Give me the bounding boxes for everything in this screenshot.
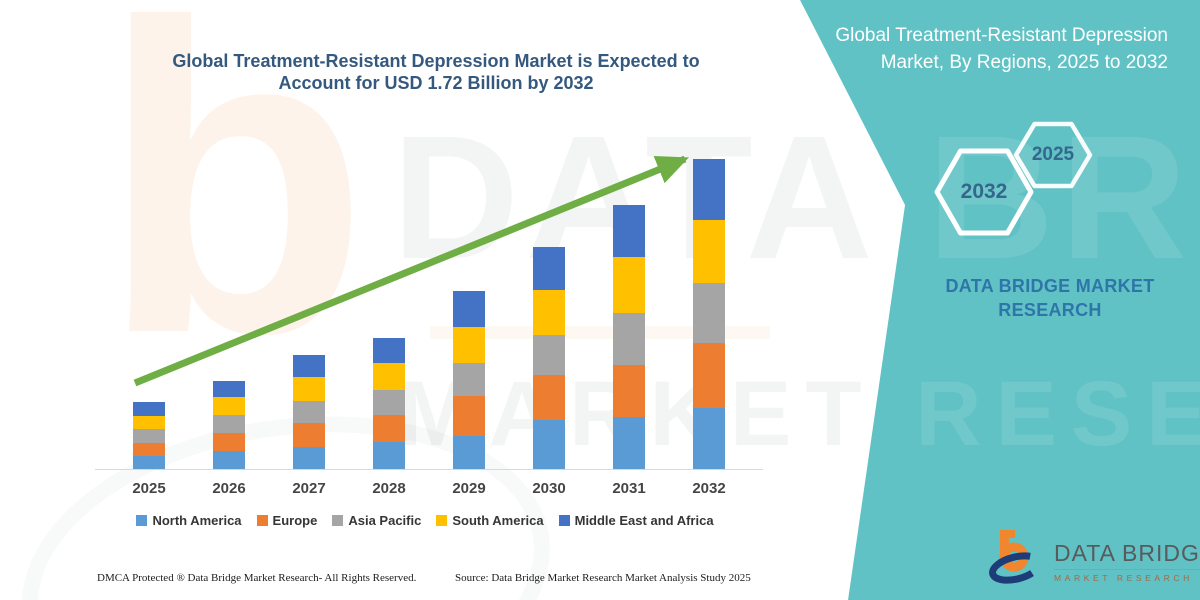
bar-2028-segment-europe xyxy=(373,415,405,442)
bar-2027 xyxy=(293,355,325,469)
bar-2028 xyxy=(373,338,405,469)
bar-2032-segment-south-america xyxy=(693,220,725,283)
legend-swatch xyxy=(558,515,570,526)
footer-dmca: DMCA Protected ® Data Bridge Market Rese… xyxy=(97,572,417,584)
bar-2030-segment-middle-east-and-africa xyxy=(533,247,565,290)
hexagon-2032-outline xyxy=(934,148,1034,236)
bar-2025-segment-asia-pacific xyxy=(133,429,165,443)
bar-2027-segment-middle-east-and-africa xyxy=(293,355,325,377)
bar-2030-segment-south-america xyxy=(533,290,565,335)
x-axis-labels: 2025 2026 2027 2028 2029 2030 2031 2032 xyxy=(95,480,755,500)
legend-label: Asia Pacific xyxy=(348,513,422,528)
bar-2027-segment-asia-pacific xyxy=(293,401,325,423)
hexagon-2032-label: 2032 xyxy=(960,180,1008,203)
legend-swatch xyxy=(136,515,148,526)
bar-2030-segment-asia-pacific xyxy=(533,335,565,375)
bar-2027-segment-north-america xyxy=(293,447,325,469)
legend-label: North America xyxy=(152,513,242,528)
bar-2027-segment-europe xyxy=(293,423,325,447)
bar-2026 xyxy=(213,381,245,469)
legend-swatch xyxy=(332,515,344,526)
brand-text: DATA BRIDGE MARKET RESEARCH xyxy=(945,276,1155,320)
logo-swoosh xyxy=(989,552,1043,584)
x-label-2025: 2025 xyxy=(132,480,166,497)
bar-2031-segment-south-america xyxy=(613,257,645,313)
bar-2026-segment-middle-east-and-africa xyxy=(213,381,245,397)
bar-2025 xyxy=(133,402,165,469)
bar-2030 xyxy=(533,247,565,469)
bar-2032-segment-asia-pacific xyxy=(693,283,725,343)
bar-2031-segment-europe xyxy=(613,365,645,417)
bar-2029-segment-asia-pacific xyxy=(453,363,485,396)
trend-arrow-line xyxy=(133,155,689,387)
plot-area xyxy=(95,138,763,470)
legend-item-south-america: South America xyxy=(436,513,544,528)
bar-2028-segment-asia-pacific xyxy=(373,390,405,415)
legend-swatch xyxy=(436,515,448,526)
legend-item-middle-east-and-africa: Middle East and Africa xyxy=(558,513,714,528)
bar-2029-segment-south-america xyxy=(453,327,485,363)
bar-2032 xyxy=(693,159,725,469)
panel-title: Global Treatment-Resistant Depression Ma… xyxy=(835,25,1168,73)
bar-2030-segment-europe xyxy=(533,375,565,420)
hexagon-2025-label: 2025 xyxy=(1031,144,1075,165)
bar-2025-segment-north-america xyxy=(133,456,165,469)
x-label-2030: 2030 xyxy=(532,480,566,497)
legend-item-europe: Europe xyxy=(256,513,318,528)
bar-2028-segment-south-america xyxy=(373,363,405,390)
bar-2029-segment-europe xyxy=(453,396,485,436)
data-bridge-logo: DATA BRIDGE MARKET RESEARCH xyxy=(988,528,1200,590)
bar-2025-segment-middle-east-and-africa xyxy=(133,402,165,416)
x-label-2028: 2028 xyxy=(372,480,406,497)
bar-2031-segment-north-america xyxy=(613,417,645,469)
hexagon-2025-outline xyxy=(1013,121,1093,189)
footer-source: Source: Data Bridge Market Research Mark… xyxy=(455,572,751,584)
bar-2029-segment-middle-east-and-africa xyxy=(453,291,485,327)
logo-text: DATA BRIDGE MARKET RESEARCH xyxy=(1054,528,1200,583)
x-label-2031: 2031 xyxy=(612,480,646,497)
logo-subtitle: MARKET RESEARCH xyxy=(1054,573,1193,583)
bar-2027-segment-south-america xyxy=(293,377,325,401)
bar-2025-segment-europe xyxy=(133,443,165,456)
bar-2026-segment-asia-pacific xyxy=(213,415,245,433)
bar-2026-segment-north-america xyxy=(213,451,245,469)
chart-title: Global Treatment-Resistant Depression Ma… xyxy=(172,51,700,93)
bar-2032-segment-middle-east-and-africa xyxy=(693,159,725,220)
bar-2029 xyxy=(453,291,485,469)
hexagon-graphic xyxy=(934,121,1093,236)
bar-2028-segment-middle-east-and-africa xyxy=(373,338,405,363)
bar-2029-segment-north-america xyxy=(453,436,485,469)
x-axis-line xyxy=(95,469,763,470)
x-label-2026: 2026 xyxy=(212,480,246,497)
bar-2026-segment-south-america xyxy=(213,397,245,415)
bar-2032-segment-north-america xyxy=(693,408,725,469)
legend-item-north-america: North America xyxy=(136,513,242,528)
trend-arrow xyxy=(133,155,689,387)
bar-2026-segment-europe xyxy=(213,433,245,451)
x-label-2032: 2032 xyxy=(692,480,726,497)
legend: North America Europe Asia Pacific South Ame… xyxy=(80,513,770,528)
legend-label: South America xyxy=(452,513,544,528)
bar-2030-segment-north-america xyxy=(533,420,565,469)
legend-item-asia-pacific: Asia Pacific xyxy=(332,513,421,528)
bar-2031-segment-middle-east-and-africa xyxy=(613,205,645,257)
legend-label: Europe xyxy=(272,513,318,528)
logo-mark xyxy=(988,528,1046,590)
x-label-2027: 2027 xyxy=(292,480,326,497)
bar-2031 xyxy=(613,205,645,469)
logo-b-hook xyxy=(1000,530,1015,538)
legend-swatch xyxy=(256,515,268,526)
x-label-2029: 2029 xyxy=(452,480,486,497)
legend-label: Middle East and Africa xyxy=(574,513,714,528)
bar-2025-segment-south-america xyxy=(133,416,165,429)
bar-2028-segment-north-america xyxy=(373,442,405,469)
logo-name: DATA BRIDGE xyxy=(1054,540,1200,570)
bar-2032-segment-europe xyxy=(693,343,725,408)
bar-2031-segment-asia-pacific xyxy=(613,313,645,365)
